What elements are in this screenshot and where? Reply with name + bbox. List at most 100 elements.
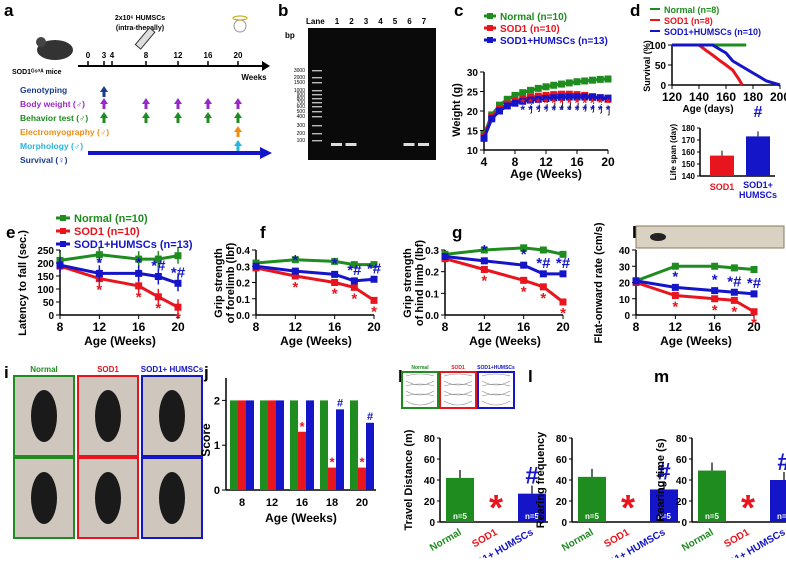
timeline-tick-label: 8 — [144, 51, 149, 60]
sig-asterisk: * — [175, 310, 181, 327]
y-axis-label: Rearing time (s) — [655, 438, 667, 521]
sig-asterisk: * — [544, 103, 549, 117]
bar — [276, 400, 284, 490]
y-axis-label: Grip strength — [402, 248, 414, 318]
x-tick-label: 16 — [296, 497, 308, 509]
x-axis-label: Age (Weeks) — [469, 334, 541, 348]
mice-label: SOD1ᴳ⁹³ᴬ mice — [12, 68, 62, 76]
sig-marker: # — [367, 411, 373, 423]
n-label: n=5 — [585, 512, 600, 521]
sig-asterisk: *# — [536, 255, 551, 272]
arrow-up — [174, 112, 182, 118]
bar — [698, 470, 726, 522]
treadmill-photo — [635, 225, 785, 249]
y-tick-label: 40 — [676, 476, 688, 487]
ladder-band — [312, 116, 322, 118]
ladder-band — [312, 90, 322, 92]
ladder-band — [312, 98, 322, 100]
y-tick-label: 200 — [37, 259, 54, 270]
bar — [268, 400, 276, 490]
timeline-tick-label: 16 — [204, 51, 213, 60]
y-tick-label: 0.2 — [425, 268, 439, 279]
ladder-band — [312, 82, 322, 84]
sig-marker: # — [337, 397, 343, 409]
arrow-stem — [206, 118, 210, 123]
arrow-stem — [144, 104, 148, 109]
arrow-up — [174, 98, 182, 104]
mouse-body — [159, 472, 185, 524]
timeline-row-label: Behavior test (♂) — [20, 113, 88, 123]
ladder-band — [312, 133, 322, 135]
sig-asterisk: * — [332, 286, 338, 303]
arrow-stem — [102, 118, 106, 123]
panel-label-i: i — [4, 363, 9, 382]
arrow-stem — [102, 92, 106, 97]
sig-asterisk: * — [621, 487, 635, 528]
panel-label-m: m — [654, 367, 669, 386]
lane-number: 4 — [378, 17, 383, 26]
sig-asterisk: * — [559, 103, 564, 117]
spacer: j — [568, 100, 571, 111]
panel-label-l: l — [528, 367, 533, 386]
series-line-1 — [672, 43, 744, 86]
sig-asterisk: * — [559, 96, 564, 110]
legend-marker — [60, 241, 66, 247]
sig-asterisk: * — [329, 455, 335, 470]
bar — [578, 476, 606, 522]
sig-asterisk: * — [489, 487, 503, 528]
y-axis-label: Grip strength — [213, 248, 225, 318]
arrow-stem — [236, 118, 240, 123]
n-label: n=5 — [453, 512, 468, 521]
timeline-tick-label: 4 — [110, 51, 115, 60]
sig-asterisk: * — [551, 96, 556, 110]
x-tick-label: 160 — [716, 90, 736, 104]
syringe-icon — [134, 27, 156, 50]
sig-marker: # — [657, 458, 670, 485]
x-tick-label: 200 — [770, 90, 786, 104]
spacer: j — [607, 105, 610, 116]
chart-h: 0 10 20 30 40 8 12 16 20 — [619, 246, 761, 334]
sig-asterisk: * — [544, 96, 549, 110]
bar — [710, 155, 734, 176]
timeline-row-label: Body weight (♂) — [20, 99, 85, 109]
bar — [246, 400, 254, 490]
legend-marker — [487, 25, 493, 31]
halo-icon — [232, 15, 248, 21]
spacer: j — [561, 100, 564, 111]
n-label: n=5 — [705, 512, 720, 521]
track-path — [481, 373, 511, 377]
mouse-image — [37, 40, 73, 60]
track-image — [439, 371, 477, 409]
track-path — [443, 373, 473, 377]
bar — [328, 467, 336, 490]
panel-label-e: e — [6, 223, 15, 242]
sig-asterisk: *# — [747, 275, 762, 292]
y-tick-label: 40 — [424, 476, 436, 487]
bar — [290, 400, 298, 490]
sig-asterisk: * — [751, 315, 757, 332]
sig-asterisk: * — [598, 96, 603, 110]
sig-marker: # — [777, 449, 786, 476]
track-path — [481, 390, 511, 396]
sig-asterisk: * — [481, 242, 487, 259]
legend-label: SOD1+HUMSCs (n=13) — [74, 239, 193, 251]
y-tick-label: 100 — [37, 285, 54, 296]
y-tick-label: 15 — [467, 127, 479, 138]
sig-asterisk: * — [96, 254, 102, 271]
sig-asterisk: * — [606, 96, 611, 110]
arrow-up — [142, 98, 150, 104]
track-label: SOD1+HUMSCs — [477, 365, 515, 371]
x-axis-label: Age (Weeks) — [510, 167, 582, 181]
y-tick-label: 20 — [676, 497, 688, 508]
marker-label: 200 — [297, 131, 306, 137]
chart-c: 10 15 20 25 30 4 8 12 16 20 — [467, 68, 615, 169]
timeline-tick-label: 12 — [174, 51, 183, 60]
photo-grid: Normal SOD1 SOD1+ HUMSCs — [13, 365, 204, 539]
bar — [446, 477, 474, 522]
legend-label: Normal (n=8) — [664, 5, 719, 15]
y-tick-label: 10 — [619, 295, 631, 306]
sig-asterisk: * — [481, 273, 487, 290]
y-axis-label: of forelimb (lbf) — [225, 242, 237, 323]
chart-g: 0.0 0.1 0.2 0.3 8 12 16 20 — [425, 244, 570, 334]
